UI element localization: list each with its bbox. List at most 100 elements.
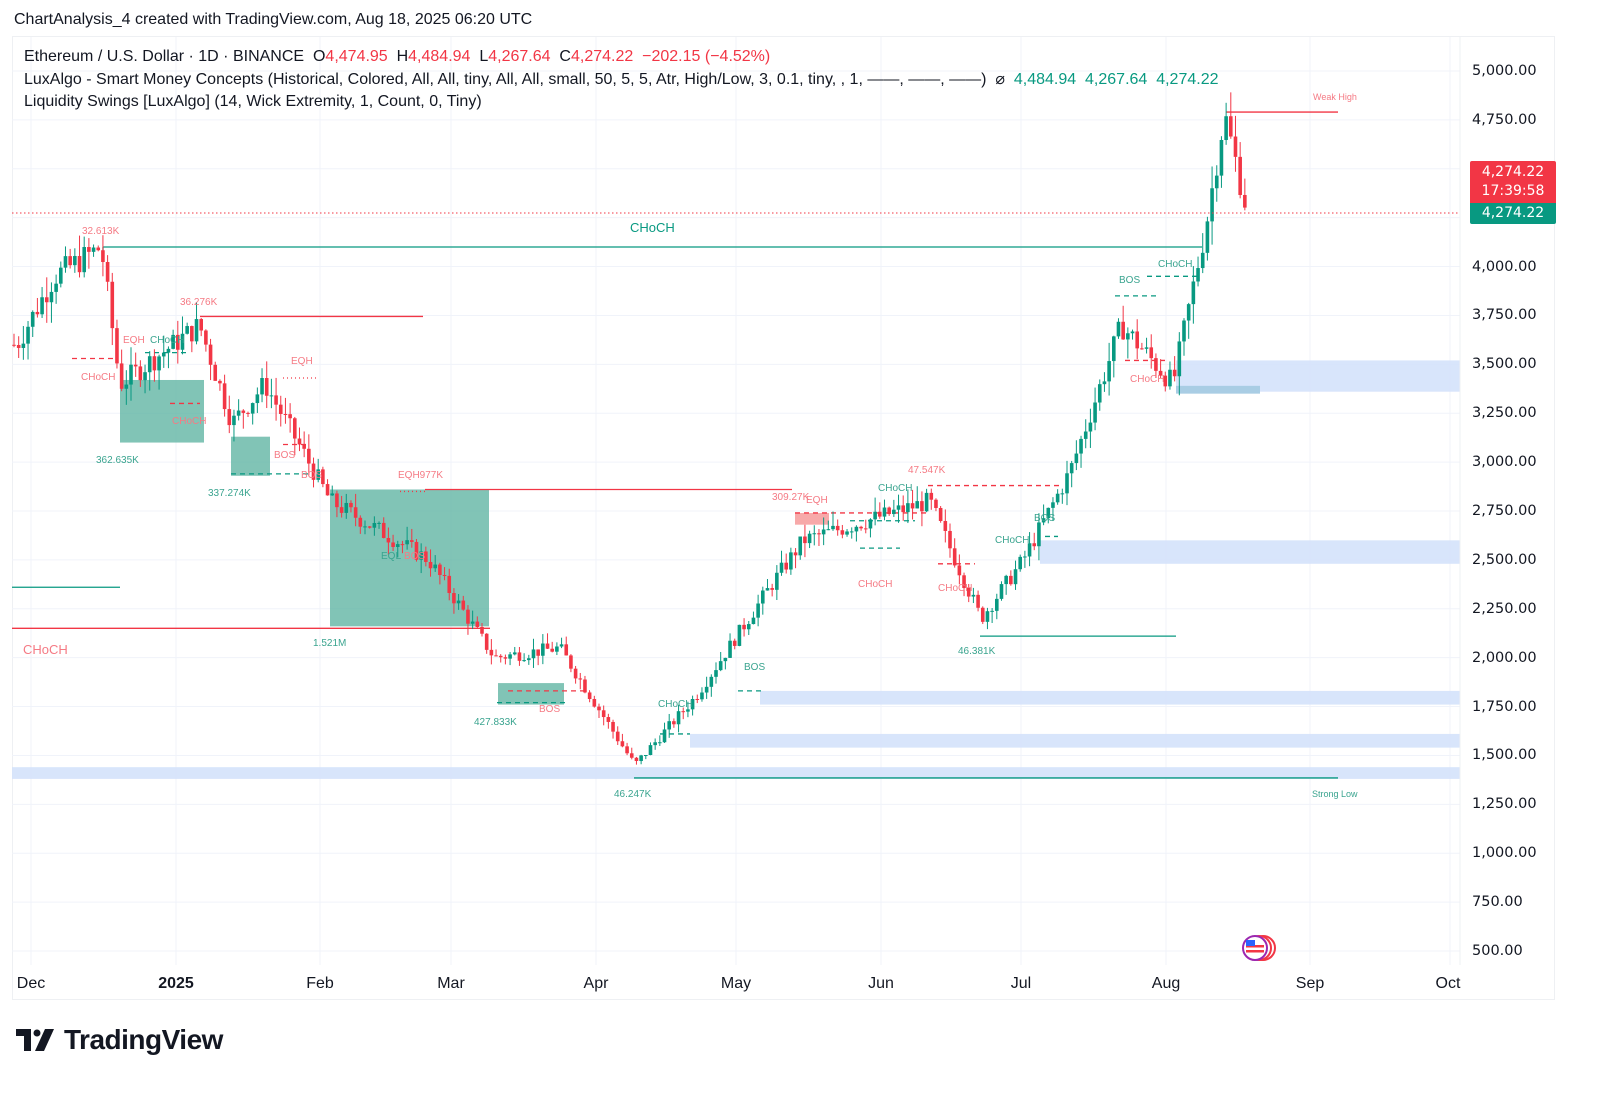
time-axis-label: Sep	[1295, 975, 1325, 992]
high-label: H	[396, 48, 409, 65]
svg-text:CHoCH: CHoCH	[1130, 374, 1164, 385]
last-price-value: 4,274.22	[1481, 164, 1545, 180]
price-axis-label: 750.00	[1472, 894, 1523, 911]
open-label: O	[312, 48, 326, 65]
svg-text:EQH977K: EQH977K	[398, 470, 443, 481]
svg-text:309.27K: 309.27K	[772, 492, 810, 503]
symbol-row[interactable]: Ethereum / U.S. Dollar · 1D · BINANCE O4…	[24, 46, 1218, 69]
tradingview-logo[interactable]: TradingView	[16, 1024, 223, 1056]
svg-text:EQH: EQH	[291, 356, 313, 367]
indicator-smc-name: LuxAlgo - Smart Money Concepts (Historic…	[24, 70, 987, 88]
svg-text:BOS: BOS	[404, 551, 425, 562]
time-axis-label: Feb	[306, 975, 334, 992]
time-axis-label: Aug	[1151, 975, 1181, 992]
svg-text:337.274K: 337.274K	[208, 488, 251, 499]
snapshot-header: ChartAnalysis_4 created with TradingView…	[14, 11, 533, 28]
price-axis-label: 500.00	[1472, 943, 1523, 959]
change-value: −202.15 (−4.52%)	[642, 48, 771, 65]
svg-text:47.547K: 47.547K	[908, 465, 946, 476]
svg-text:CHoCH: CHoCH	[938, 583, 972, 594]
indicator-value-1: 4,484.94	[1013, 70, 1077, 88]
time-axis-label: Jun	[868, 975, 894, 992]
last-price-tag: 4,274.22 17:39:58	[1470, 161, 1556, 203]
svg-text:Strong Low: Strong Low	[1312, 789, 1358, 799]
price-axis-label: 1,250.00	[1472, 796, 1537, 813]
svg-text:32.613K: 32.613K	[82, 226, 120, 237]
open-value: 4,474.95	[325, 48, 388, 65]
svg-text:CHoCH: CHoCH	[172, 416, 206, 427]
svg-text:427.833K: 427.833K	[474, 717, 517, 728]
us-economic-event-icon[interactable]	[1242, 935, 1276, 961]
svg-text:CHoCH: CHoCH	[995, 535, 1029, 546]
price-axis-label: 3,250.00	[1472, 405, 1537, 422]
close-price-tag: 4,274.22	[1470, 203, 1556, 224]
bar-countdown: 17:39:58	[1481, 183, 1545, 199]
svg-text:EQL: EQL	[381, 551, 401, 562]
price-axis-label: 2,250.00	[1472, 600, 1537, 617]
time-axis-label: Jul	[1010, 975, 1032, 992]
svg-text:CHoCH: CHoCH	[81, 372, 115, 383]
price-axis-label: 3,000.00	[1472, 454, 1537, 471]
svg-text:BOS: BOS	[1034, 513, 1055, 524]
time-axis-label: May	[720, 975, 752, 992]
structure-lines	[12, 111, 1338, 779]
price-axis-label: 3,750.00	[1472, 307, 1537, 324]
symbol-title: Ethereum / U.S. Dollar · 1D · BINANCE	[24, 48, 305, 65]
grid-lines	[12, 37, 1460, 965]
svg-text:CHoCH: CHoCH	[630, 220, 675, 235]
price-axis-label: 2,500.00	[1472, 551, 1537, 568]
svg-text:BOS: BOS	[301, 470, 322, 481]
svg-text:46.381K: 46.381K	[958, 646, 996, 657]
price-axis-label: 4,000.00	[1472, 258, 1537, 275]
time-axis-label: Dec	[16, 975, 46, 992]
price-axis-label: 1,000.00	[1472, 845, 1537, 862]
chart-frame[interactable]	[12, 36, 1555, 1000]
structure-labels: Weak High Strong Low CHoCH CHoCH 32.613K 36.2…	[23, 92, 1358, 800]
svg-text:46.247K: 46.247K	[614, 789, 652, 800]
tradingview-logo-icon	[16, 1029, 54, 1051]
diameter-icon: ⌀	[995, 70, 1005, 88]
low-label: L	[479, 48, 489, 65]
svg-text:BOS: BOS	[274, 450, 295, 461]
high-value: 4,484.94	[408, 48, 471, 65]
svg-text:CHoCH: CHoCH	[150, 335, 184, 346]
liquidity-zones	[12, 360, 1460, 779]
svg-text:BOS: BOS	[1119, 275, 1140, 286]
price-axis-label: 4,750.00	[1472, 111, 1537, 128]
order-blocks	[120, 379, 829, 705]
svg-text:BOS: BOS	[744, 662, 765, 673]
svg-text:CHoCH: CHoCH	[658, 699, 692, 710]
indicator-liquidity-row[interactable]: Liquidity Swings [LuxAlgo] (14, Wick Ext…	[24, 91, 1218, 114]
svg-text:1.521M: 1.521M	[313, 638, 346, 649]
indicator-value-2: 4,267.64	[1085, 70, 1148, 88]
indicator-smc-row[interactable]: LuxAlgo - Smart Money Concepts (Historic…	[24, 69, 1218, 92]
indicator-liquidity-name: Liquidity Swings [LuxAlgo] (14, Wick Ext…	[24, 93, 482, 110]
price-axis-label: 1,500.00	[1472, 747, 1537, 764]
svg-text:EQH: EQH	[806, 495, 828, 506]
close-label: C	[559, 48, 571, 65]
price-axis-label: 5,000.00	[1472, 63, 1537, 79]
price-axis-label: 3,500.00	[1472, 356, 1537, 373]
svg-text:CHoCH: CHoCH	[858, 579, 892, 590]
svg-text:CHoCH: CHoCH	[23, 642, 68, 657]
price-axis-label: 2,000.00	[1472, 649, 1537, 666]
svg-text:362.635K: 362.635K	[96, 455, 139, 466]
svg-text:BOS: BOS	[539, 704, 560, 715]
svg-text:36.276K: 36.276K	[180, 297, 218, 308]
indicator-value-3: 4,274.22	[1156, 70, 1219, 88]
close-value: 4,274.22	[570, 48, 634, 65]
tradingview-brand: TradingView	[64, 1024, 223, 1055]
candlesticks	[12, 92, 1247, 765]
svg-text:CHoCH: CHoCH	[1158, 259, 1192, 270]
svg-text:Weak High: Weak High	[1313, 92, 1357, 102]
time-axis-label: 2025	[158, 975, 194, 992]
chart-legend: Ethereum / U.S. Dollar · 1D · BINANCE O4…	[24, 46, 1218, 114]
svg-text:EQH: EQH	[123, 335, 145, 346]
price-axis-label: 1,750.00	[1472, 698, 1537, 715]
price-axis-label: 2,750.00	[1472, 503, 1537, 519]
svg-text:CHoCH: CHoCH	[878, 483, 912, 494]
time-axis-label: Apr	[583, 975, 609, 992]
low-value: 4,267.64	[488, 48, 551, 65]
time-axis-label: Mar	[437, 975, 465, 992]
